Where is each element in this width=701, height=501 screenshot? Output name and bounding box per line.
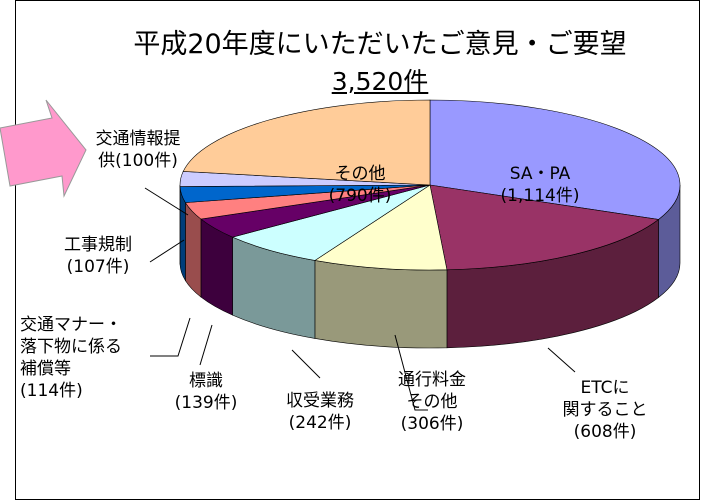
slice-label: 収受業務 (242件) — [286, 390, 354, 434]
slice-label: 工事規制 (107件) — [64, 234, 132, 278]
category-name: 交通マナー・ 落下物に係る 補償等 — [20, 315, 122, 379]
slice-label: 交通マナー・ 落下物に係る 補償等 (114件) — [20, 314, 170, 402]
slice — [231, 184, 431, 261]
leader-line — [394, 334, 428, 411]
leader-line — [547, 347, 576, 373]
leader-line — [291, 349, 321, 379]
slice-label: ETCに 関すること (608件) — [563, 377, 648, 443]
slice-label: 通行料金 その他 (306件) — [398, 369, 466, 435]
value-label: (114件) — [20, 381, 83, 401]
slice-side — [314, 260, 448, 349]
value-label: (100件) — [115, 151, 178, 171]
category-name: ETCに 関すること — [562, 378, 648, 420]
category-name: 工事規制 — [64, 235, 132, 255]
value-label: (790件) — [328, 186, 392, 206]
value-label: (608件) — [573, 422, 637, 442]
value-label: (306件) — [400, 414, 464, 434]
leader-line — [150, 317, 191, 357]
leader-line — [199, 324, 213, 366]
leader-line — [144, 187, 189, 216]
chart-title: 平成20年度にいただいたご意見・ご要望 — [133, 29, 627, 60]
slice — [429, 184, 660, 271]
chart-subtitle: 3,520件 — [331, 67, 429, 96]
value-label: (139件) — [174, 393, 238, 413]
value-label: (1,114件) — [500, 186, 580, 206]
category-name: 交通情報提供 — [95, 129, 181, 171]
category-name: 標識 — [189, 371, 223, 391]
slice-label: その他 (790件) — [329, 163, 392, 207]
category-name: その他 — [334, 164, 386, 184]
leader-line — [149, 239, 185, 263]
slice-label: 交通情報提供(100件) — [93, 128, 183, 172]
pie — [179, 99, 681, 349]
slice — [429, 99, 681, 220]
slice-label: 標識 (139件) — [175, 370, 238, 414]
slice — [182, 99, 431, 186]
category-name: 通行料金 その他 — [398, 370, 466, 412]
value-label: (107件) — [66, 257, 130, 277]
leader-lines — [144, 187, 576, 411]
slice-label: SA・PA (1,114件) — [501, 163, 580, 207]
category-name: SA・PA — [509, 164, 571, 184]
slice — [314, 184, 448, 271]
pointer-arrow — [0, 99, 87, 198]
value-label: (242件) — [288, 413, 352, 433]
category-name: 収受業務 — [286, 391, 354, 411]
